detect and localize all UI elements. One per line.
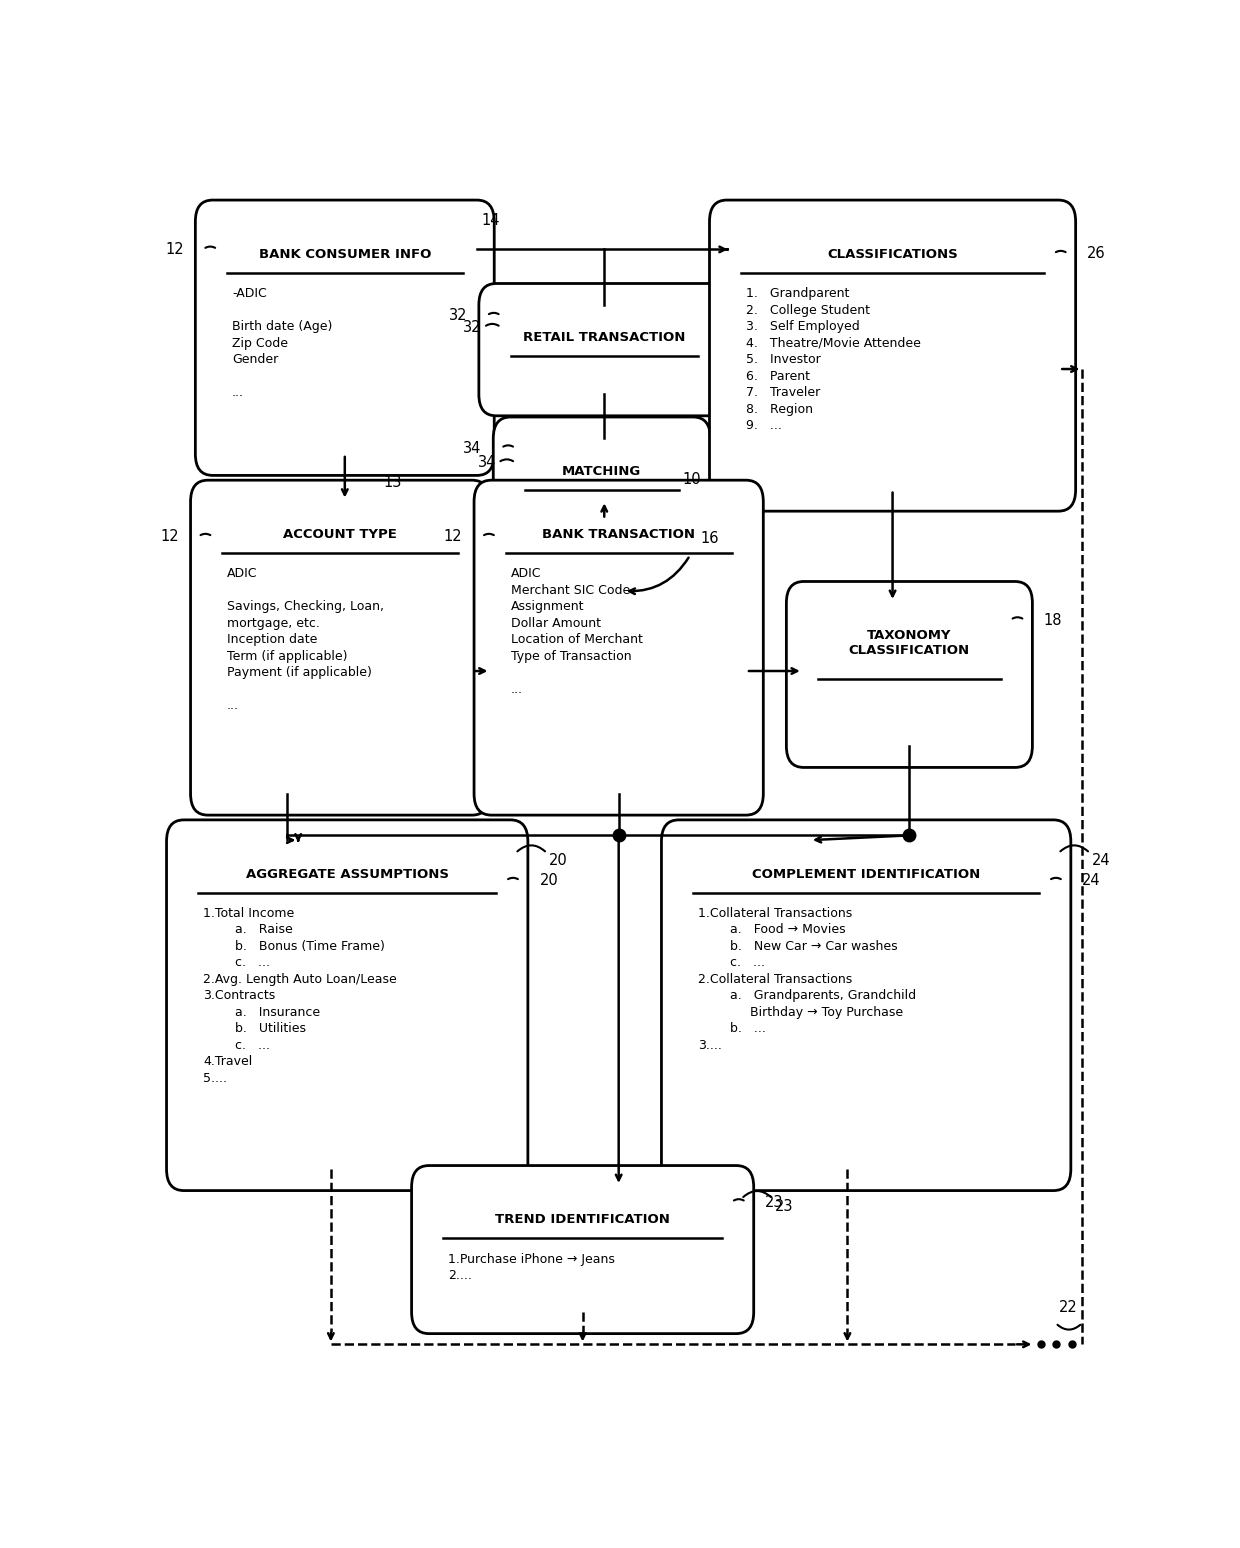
Text: TREND IDENTIFICATION: TREND IDENTIFICATION [495, 1214, 670, 1226]
Text: RETAIL TRANSACTION: RETAIL TRANSACTION [523, 331, 686, 344]
Text: 1.Collateral Transactions
        a.   Food → Movies
        b.   New Car → Car : 1.Collateral Transactions a. Food → Movi… [698, 907, 916, 1053]
Text: ACCOUNT TYPE: ACCOUNT TYPE [283, 528, 397, 540]
Text: 20: 20 [539, 873, 558, 889]
Text: 34: 34 [477, 455, 496, 471]
FancyBboxPatch shape [786, 582, 1033, 768]
Text: CLASSIFICATIONS: CLASSIFICATIONS [827, 248, 959, 260]
FancyBboxPatch shape [412, 1166, 754, 1334]
Text: COMPLEMENT IDENTIFICATION: COMPLEMENT IDENTIFICATION [751, 867, 981, 881]
Text: 34: 34 [464, 441, 481, 455]
Text: 14: 14 [481, 214, 500, 228]
Text: ADIC
Merchant SIC Code
Assignment
Dollar Amount
Location of Merchant
Type of Tra: ADIC Merchant SIC Code Assignment Dollar… [511, 567, 642, 695]
Text: 12: 12 [165, 241, 184, 257]
FancyBboxPatch shape [494, 416, 711, 540]
Text: 12: 12 [444, 529, 463, 545]
Text: 24: 24 [1092, 853, 1111, 868]
FancyBboxPatch shape [479, 283, 729, 416]
Text: 20: 20 [549, 853, 568, 868]
Text: 1.   Grandparent
2.   College Student
3.   Self Employed
4.   Theatre/Movie Atte: 1. Grandparent 2. College Student 3. Sel… [746, 286, 921, 432]
Text: 32: 32 [464, 320, 481, 334]
Text: BANK CONSUMER INFO: BANK CONSUMER INFO [259, 248, 432, 260]
Text: ADIC

Savings, Checking, Loan,
mortgage, etc.
Inception date
Term (if applicable: ADIC Savings, Checking, Loan, mortgage, … [227, 567, 384, 712]
Text: 1.Total Income
        a.   Raise
        b.   Bonus (Time Frame)
        c.   .: 1.Total Income a. Raise b. Bonus (Time F… [203, 907, 397, 1085]
FancyBboxPatch shape [196, 200, 495, 475]
Text: BANK TRANSACTION: BANK TRANSACTION [542, 528, 696, 540]
Text: MATCHING: MATCHING [562, 464, 641, 478]
Text: 18: 18 [1044, 613, 1063, 627]
FancyBboxPatch shape [661, 820, 1071, 1190]
Text: 12: 12 [160, 529, 179, 545]
Text: 22: 22 [1059, 1300, 1078, 1314]
FancyBboxPatch shape [166, 820, 528, 1190]
Text: 32: 32 [449, 308, 467, 324]
FancyBboxPatch shape [709, 200, 1075, 511]
Text: AGGREGATE ASSUMPTIONS: AGGREGATE ASSUMPTIONS [246, 867, 449, 881]
Text: 16: 16 [701, 531, 719, 546]
Text: 13: 13 [383, 475, 402, 489]
Text: 23: 23 [775, 1198, 794, 1214]
Text: TAXONOMY
CLASSIFICATION: TAXONOMY CLASSIFICATION [849, 628, 970, 658]
Text: 24: 24 [1083, 873, 1101, 889]
Text: 10: 10 [682, 472, 701, 488]
Text: -ADIC

Birth date (Age)
Zip Code
Gender

...: -ADIC Birth date (Age) Zip Code Gender .… [232, 286, 332, 399]
Text: 23: 23 [765, 1195, 784, 1209]
FancyBboxPatch shape [474, 480, 764, 816]
FancyBboxPatch shape [191, 480, 490, 816]
Text: 26: 26 [1087, 246, 1106, 262]
Text: 1.Purchase iPhone → Jeans
2....: 1.Purchase iPhone → Jeans 2.... [448, 1252, 615, 1282]
